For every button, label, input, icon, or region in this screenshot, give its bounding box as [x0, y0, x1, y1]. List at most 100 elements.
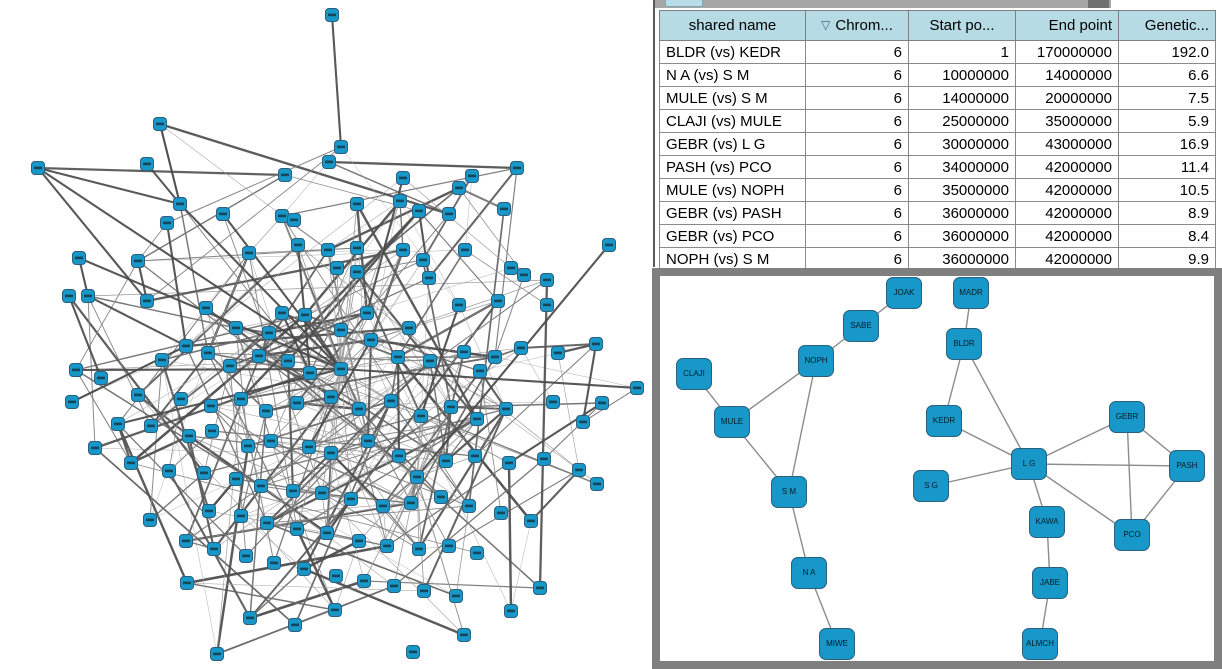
table-cell: 5.9: [1118, 109, 1216, 133]
subnetwork-node-gebr[interactable]: GEBR: [1109, 401, 1145, 433]
column-header-end-point[interactable]: End point: [1015, 10, 1119, 41]
network-node-label: [468, 174, 476, 178]
table-row[interactable]: PASH (vs) PCO 6 34000000 42000000 11.4: [659, 155, 1216, 179]
network-node-label: [592, 342, 600, 346]
network-node-label: [156, 122, 164, 126]
table-cell: 6: [805, 86, 909, 110]
column-header-start-point[interactable]: Start po...: [908, 10, 1016, 41]
subnetwork-node-kedr[interactable]: KEDR: [926, 405, 962, 437]
subnetwork-node-pco[interactable]: PCO: [1114, 519, 1150, 551]
subnetwork-canvas[interactable]: CLAJI MULE NOPH SABE JOAK S M N A MIWE MADR BLDR K…: [660, 276, 1214, 661]
table-row[interactable]: MULE (vs) NOPH 6 35000000 42000000 10.5: [659, 178, 1216, 202]
subnetwork-node-joak[interactable]: JOAK: [886, 277, 922, 309]
network-node-label: [165, 469, 173, 473]
subnetwork-node-jabe[interactable]: JABE: [1032, 567, 1068, 599]
table-cell: GEBR (vs) L G: [659, 132, 806, 156]
table-body: BLDR (vs) KEDR 6 1 170000000 192.0 N A (vs) S…: [659, 40, 1216, 271]
table-row[interactable]: GEBR (vs) L G 6 30000000 43000000 16.9: [659, 132, 1216, 156]
network-node-label: [244, 444, 252, 448]
table-cell: 43000000: [1015, 132, 1119, 156]
network-node-label: [337, 367, 345, 371]
subnetwork-node-bldr[interactable]: BLDR: [946, 328, 982, 360]
column-header-shared-name[interactable]: shared name: [659, 10, 806, 41]
subnetwork-node-sabe[interactable]: SABE: [843, 310, 879, 342]
subnetwork-node-s-m[interactable]: S M: [771, 476, 807, 508]
horizontal-scrollbar[interactable]: [655, 0, 1111, 8]
network-node-label: [328, 13, 336, 17]
network-node-label: [146, 518, 154, 522]
network-node-label: [293, 401, 301, 405]
subnetwork-node-madr[interactable]: MADR: [953, 277, 989, 309]
network-node-label: [200, 471, 208, 475]
network-node-label: [455, 186, 463, 190]
subnetwork-edges: [693, 292, 1188, 645]
network-node-label: [460, 633, 468, 637]
network-node-label: [34, 166, 42, 170]
network-node-label: [517, 346, 525, 350]
subnetwork-node-s-g[interactable]: S G: [913, 470, 949, 502]
table-cell: 1: [908, 40, 1016, 64]
table-row[interactable]: BLDR (vs) KEDR 6 1 170000000 192.0: [659, 40, 1216, 64]
network-node-label: [134, 393, 142, 397]
network-node-label: [473, 551, 481, 555]
table-cell: 34000000: [908, 155, 1016, 179]
table-row[interactable]: N A (vs) S M 6 10000000 14000000 6.6: [659, 63, 1216, 87]
table-cell: 6: [805, 40, 909, 64]
subnetwork-node-kawa[interactable]: KAWA: [1029, 506, 1065, 538]
subnetwork-node-n-a[interactable]: N A: [791, 557, 827, 589]
network-node-label: [255, 354, 263, 358]
table-row[interactable]: GEBR (vs) PASH 6 36000000 42000000 8.9: [659, 201, 1216, 225]
network-node-label: [163, 221, 171, 225]
network-node-label: [598, 401, 606, 405]
subnetwork-node-almch[interactable]: ALMCH: [1022, 628, 1058, 660]
network-node-label: [332, 574, 340, 578]
subnetwork-node-claji[interactable]: CLAJI: [676, 358, 712, 390]
scrollbar-button[interactable]: [1088, 0, 1109, 8]
network-node-label: [394, 355, 402, 359]
network-node-label: [383, 544, 391, 548]
column-header-chromosome[interactable]: ▽ Chrom...: [805, 10, 909, 41]
network-node-label: [417, 414, 425, 418]
subnetwork-node-pash[interactable]: PASH: [1169, 450, 1205, 482]
network-node-label: [337, 328, 345, 332]
network-node-label: [327, 395, 335, 399]
table-row[interactable]: MULE (vs) S M 6 14000000 20000000 7.5: [659, 86, 1216, 110]
network-node-label: [507, 266, 515, 270]
table-cell: 6.6: [1118, 63, 1216, 87]
subnetwork-edge: [963, 343, 1030, 465]
subnetwork-node-mule[interactable]: MULE: [714, 406, 750, 438]
subnetwork-node-noph[interactable]: NOPH: [798, 345, 834, 377]
network-node-label: [491, 355, 499, 359]
network-node-label: [413, 475, 421, 479]
network-node-label: [353, 270, 361, 274]
table-cell: 8.4: [1118, 224, 1216, 248]
subnetwork-node-miwe[interactable]: MIWE: [819, 628, 855, 660]
attribute-table: shared name ▽ Chrom... Start po... End point…: [659, 10, 1216, 271]
filter-icon[interactable]: ▽: [821, 18, 831, 32]
table-cell: GEBR (vs) PCO: [659, 224, 806, 248]
scrollbar-thumb[interactable]: [665, 0, 703, 7]
subnetwork-edge: [1126, 416, 1133, 536]
overview-network-canvas[interactable]: [0, 0, 645, 669]
network-node-label: [437, 495, 445, 499]
overview-network-panel[interactable]: [0, 0, 645, 669]
network-node-label: [500, 207, 508, 211]
table-row[interactable]: GEBR (vs) PCO 6 36000000 42000000 8.4: [659, 224, 1216, 248]
table-row[interactable]: CLAJI (vs) MULE 6 25000000 35000000 5.9: [659, 109, 1216, 133]
subnetwork-node-l-g[interactable]: L G: [1011, 448, 1047, 480]
network-node-label: [405, 326, 413, 330]
network-node-label: [219, 212, 227, 216]
subnetwork-edge: [1028, 463, 1188, 467]
table-header-row: shared name ▽ Chrom... Start po... End point…: [659, 10, 1216, 41]
column-header-label: Chrom...: [835, 17, 893, 34]
table-cell: 16.9: [1118, 132, 1216, 156]
column-header-genetic[interactable]: Genetic...: [1118, 10, 1216, 41]
network-node-label: [593, 482, 601, 486]
network-node-label: [579, 420, 587, 424]
network-node-label: [127, 461, 135, 465]
network-node-label: [208, 429, 216, 433]
table-cell: 42000000: [1015, 201, 1119, 225]
network-node-label: [331, 608, 339, 612]
network-node-label: [207, 404, 215, 408]
network-node-label: [306, 371, 314, 375]
